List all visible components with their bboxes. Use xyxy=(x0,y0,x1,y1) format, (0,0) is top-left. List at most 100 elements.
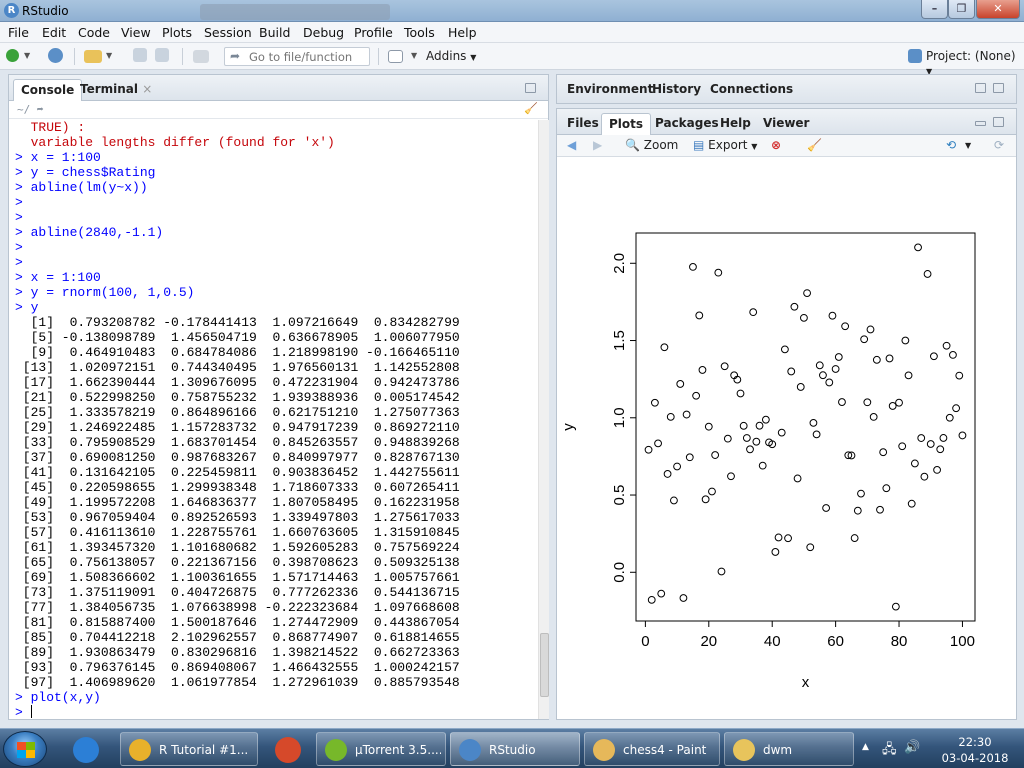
clock-date[interactable]: 03-04-2018 xyxy=(941,751,1009,765)
chevron-down-icon[interactable]: ▼ xyxy=(106,51,113,60)
clock-time[interactable]: 22:30 xyxy=(958,735,992,749)
maximize-button[interactable]: ❐ xyxy=(948,0,975,19)
tab-environment[interactable]: Environment xyxy=(567,82,654,96)
files-plots-pane: Files Plots Packages Help Viewer ◀ ▶ 🔍 Z… xyxy=(556,108,1017,720)
addins-menu[interactable]: Addins ▼ xyxy=(426,49,476,63)
menu-debug[interactable]: Debug xyxy=(303,25,345,40)
save-all-icon[interactable] xyxy=(155,48,169,62)
taskbar-item[interactable]: dwm xyxy=(724,732,854,766)
publish-icon[interactable]: ⟲ xyxy=(946,138,957,152)
data-point xyxy=(758,461,767,470)
menu-session[interactable]: Session xyxy=(204,25,252,40)
start-button[interactable] xyxy=(3,731,47,767)
remove-plot-icon[interactable]: ⊗ xyxy=(771,138,782,152)
menu-plots[interactable]: Plots xyxy=(162,25,193,40)
menu-view[interactable]: View xyxy=(121,25,151,40)
close-icon[interactable]: × xyxy=(142,82,153,96)
save-icon[interactable] xyxy=(133,48,147,62)
data-point xyxy=(898,442,907,451)
data-point xyxy=(647,595,656,604)
console-line: > xyxy=(15,240,23,255)
console-line: TRUE) : xyxy=(15,120,86,135)
tab-connections[interactable]: Connections xyxy=(710,82,794,96)
taskbar-item[interactable] xyxy=(262,732,312,766)
refresh-icon[interactable]: ⟳ xyxy=(994,138,1005,152)
clear-console-icon[interactable]: 🧹 xyxy=(524,102,538,115)
menu-edit[interactable]: Edit xyxy=(42,25,67,40)
taskbar-item[interactable]: RStudio xyxy=(450,732,580,766)
chevron-down-icon[interactable]: ▼ xyxy=(411,51,418,60)
tab-terminal[interactable]: Terminal × xyxy=(73,79,159,101)
data-point xyxy=(917,434,926,442)
y-tick-label: 0.0 xyxy=(611,562,628,583)
data-point xyxy=(819,371,827,380)
console-scrollbar-thumb[interactable] xyxy=(540,633,549,697)
data-point xyxy=(650,398,659,407)
console-line: [65] 0.756138057 0.221367156 0.398708623… xyxy=(15,555,460,570)
console-scrollbar[interactable] xyxy=(538,120,549,719)
data-point xyxy=(879,448,888,457)
console-output[interactable]: TRUE) : variable lengths differ (found f… xyxy=(9,120,538,719)
restore-pane-icon[interactable] xyxy=(525,83,536,93)
volume-icon[interactable]: 🔊 xyxy=(904,740,921,755)
menu-tools[interactable]: Tools xyxy=(404,25,435,40)
close-button[interactable]: ✕ xyxy=(976,0,1020,19)
data-point xyxy=(910,459,919,468)
chevron-down-icon[interactable]: ▼ xyxy=(24,51,31,60)
project-menu[interactable]: Project: (None) ▼ xyxy=(926,49,1024,77)
minimize-button[interactable]: – xyxy=(921,0,948,19)
menu-file[interactable]: File xyxy=(8,25,29,40)
taskbar-item[interactable]: µTorrent 3.5.... xyxy=(316,732,446,766)
data-point xyxy=(800,313,808,322)
minimize-pane-icon[interactable] xyxy=(975,83,986,93)
zoom-button[interactable]: 🔍 Zoom xyxy=(625,138,678,152)
data-point xyxy=(723,434,732,443)
data-point xyxy=(654,439,662,448)
chevron-down-icon[interactable]: ▼ xyxy=(965,141,972,150)
new-file-icon[interactable] xyxy=(6,49,19,62)
data-point xyxy=(717,567,726,576)
grid-layout-icon[interactable] xyxy=(388,50,403,63)
data-point xyxy=(708,487,716,496)
arrow-right-icon[interactable]: ▶ xyxy=(593,138,603,152)
taskbar-item[interactable]: chess4 - Paint xyxy=(584,732,720,766)
goto-file-function-input[interactable] xyxy=(249,49,367,64)
data-point xyxy=(663,470,672,478)
data-point xyxy=(749,308,758,317)
maximize-pane-icon[interactable] xyxy=(993,117,1004,127)
taskbar-item[interactable]: R Tutorial #1... xyxy=(120,732,258,766)
tab-viewer[interactable]: Viewer xyxy=(763,116,810,130)
arrow-left-icon[interactable]: ◀ xyxy=(567,138,577,152)
tab-packages[interactable]: Packages xyxy=(655,116,719,130)
print-icon[interactable] xyxy=(193,50,209,63)
export-icon: ▤ xyxy=(693,138,705,152)
minimize-pane-icon[interactable] xyxy=(975,121,986,126)
data-point xyxy=(704,422,713,431)
windows-taskbar: R Tutorial #1... µTorrent 3.5.... RStudio c… xyxy=(0,728,1024,768)
open-folder-icon[interactable] xyxy=(84,50,102,63)
console-input-line[interactable]: > xyxy=(15,705,538,719)
tab-files[interactable]: Files xyxy=(567,116,599,130)
tab-plots[interactable]: Plots xyxy=(601,113,652,135)
data-point xyxy=(828,311,837,320)
data-point xyxy=(774,533,783,542)
taskbar-item-label: µTorrent 3.5.... xyxy=(355,743,441,757)
console-line: [53] 0.967059404 0.892526593 1.339497803… xyxy=(15,510,460,525)
tab-history[interactable]: History xyxy=(652,82,702,96)
network-icon[interactable]: 🖧 xyxy=(882,742,897,757)
maximize-pane-icon[interactable] xyxy=(993,83,1004,93)
menu-profile[interactable]: Profile xyxy=(354,25,393,40)
clear-plots-icon[interactable]: 🧹 xyxy=(807,138,822,152)
data-point xyxy=(904,371,913,380)
goto-file-function-field[interactable]: ➦ xyxy=(224,47,370,66)
new-project-icon[interactable] xyxy=(48,48,63,63)
export-button[interactable]: ▤ Export ▼ xyxy=(693,138,757,152)
show-hidden-icons-icon[interactable]: ▲ xyxy=(862,742,869,752)
taskbar-item[interactable] xyxy=(60,732,110,766)
menu-build[interactable]: Build xyxy=(259,25,291,40)
go-to-dir-icon[interactable]: ➦ xyxy=(36,103,44,116)
menu-code[interactable]: Code xyxy=(78,25,111,40)
menu-help[interactable]: Help xyxy=(448,25,477,40)
tab-help[interactable]: Help xyxy=(720,116,751,130)
tab-console[interactable]: Console xyxy=(13,79,83,101)
